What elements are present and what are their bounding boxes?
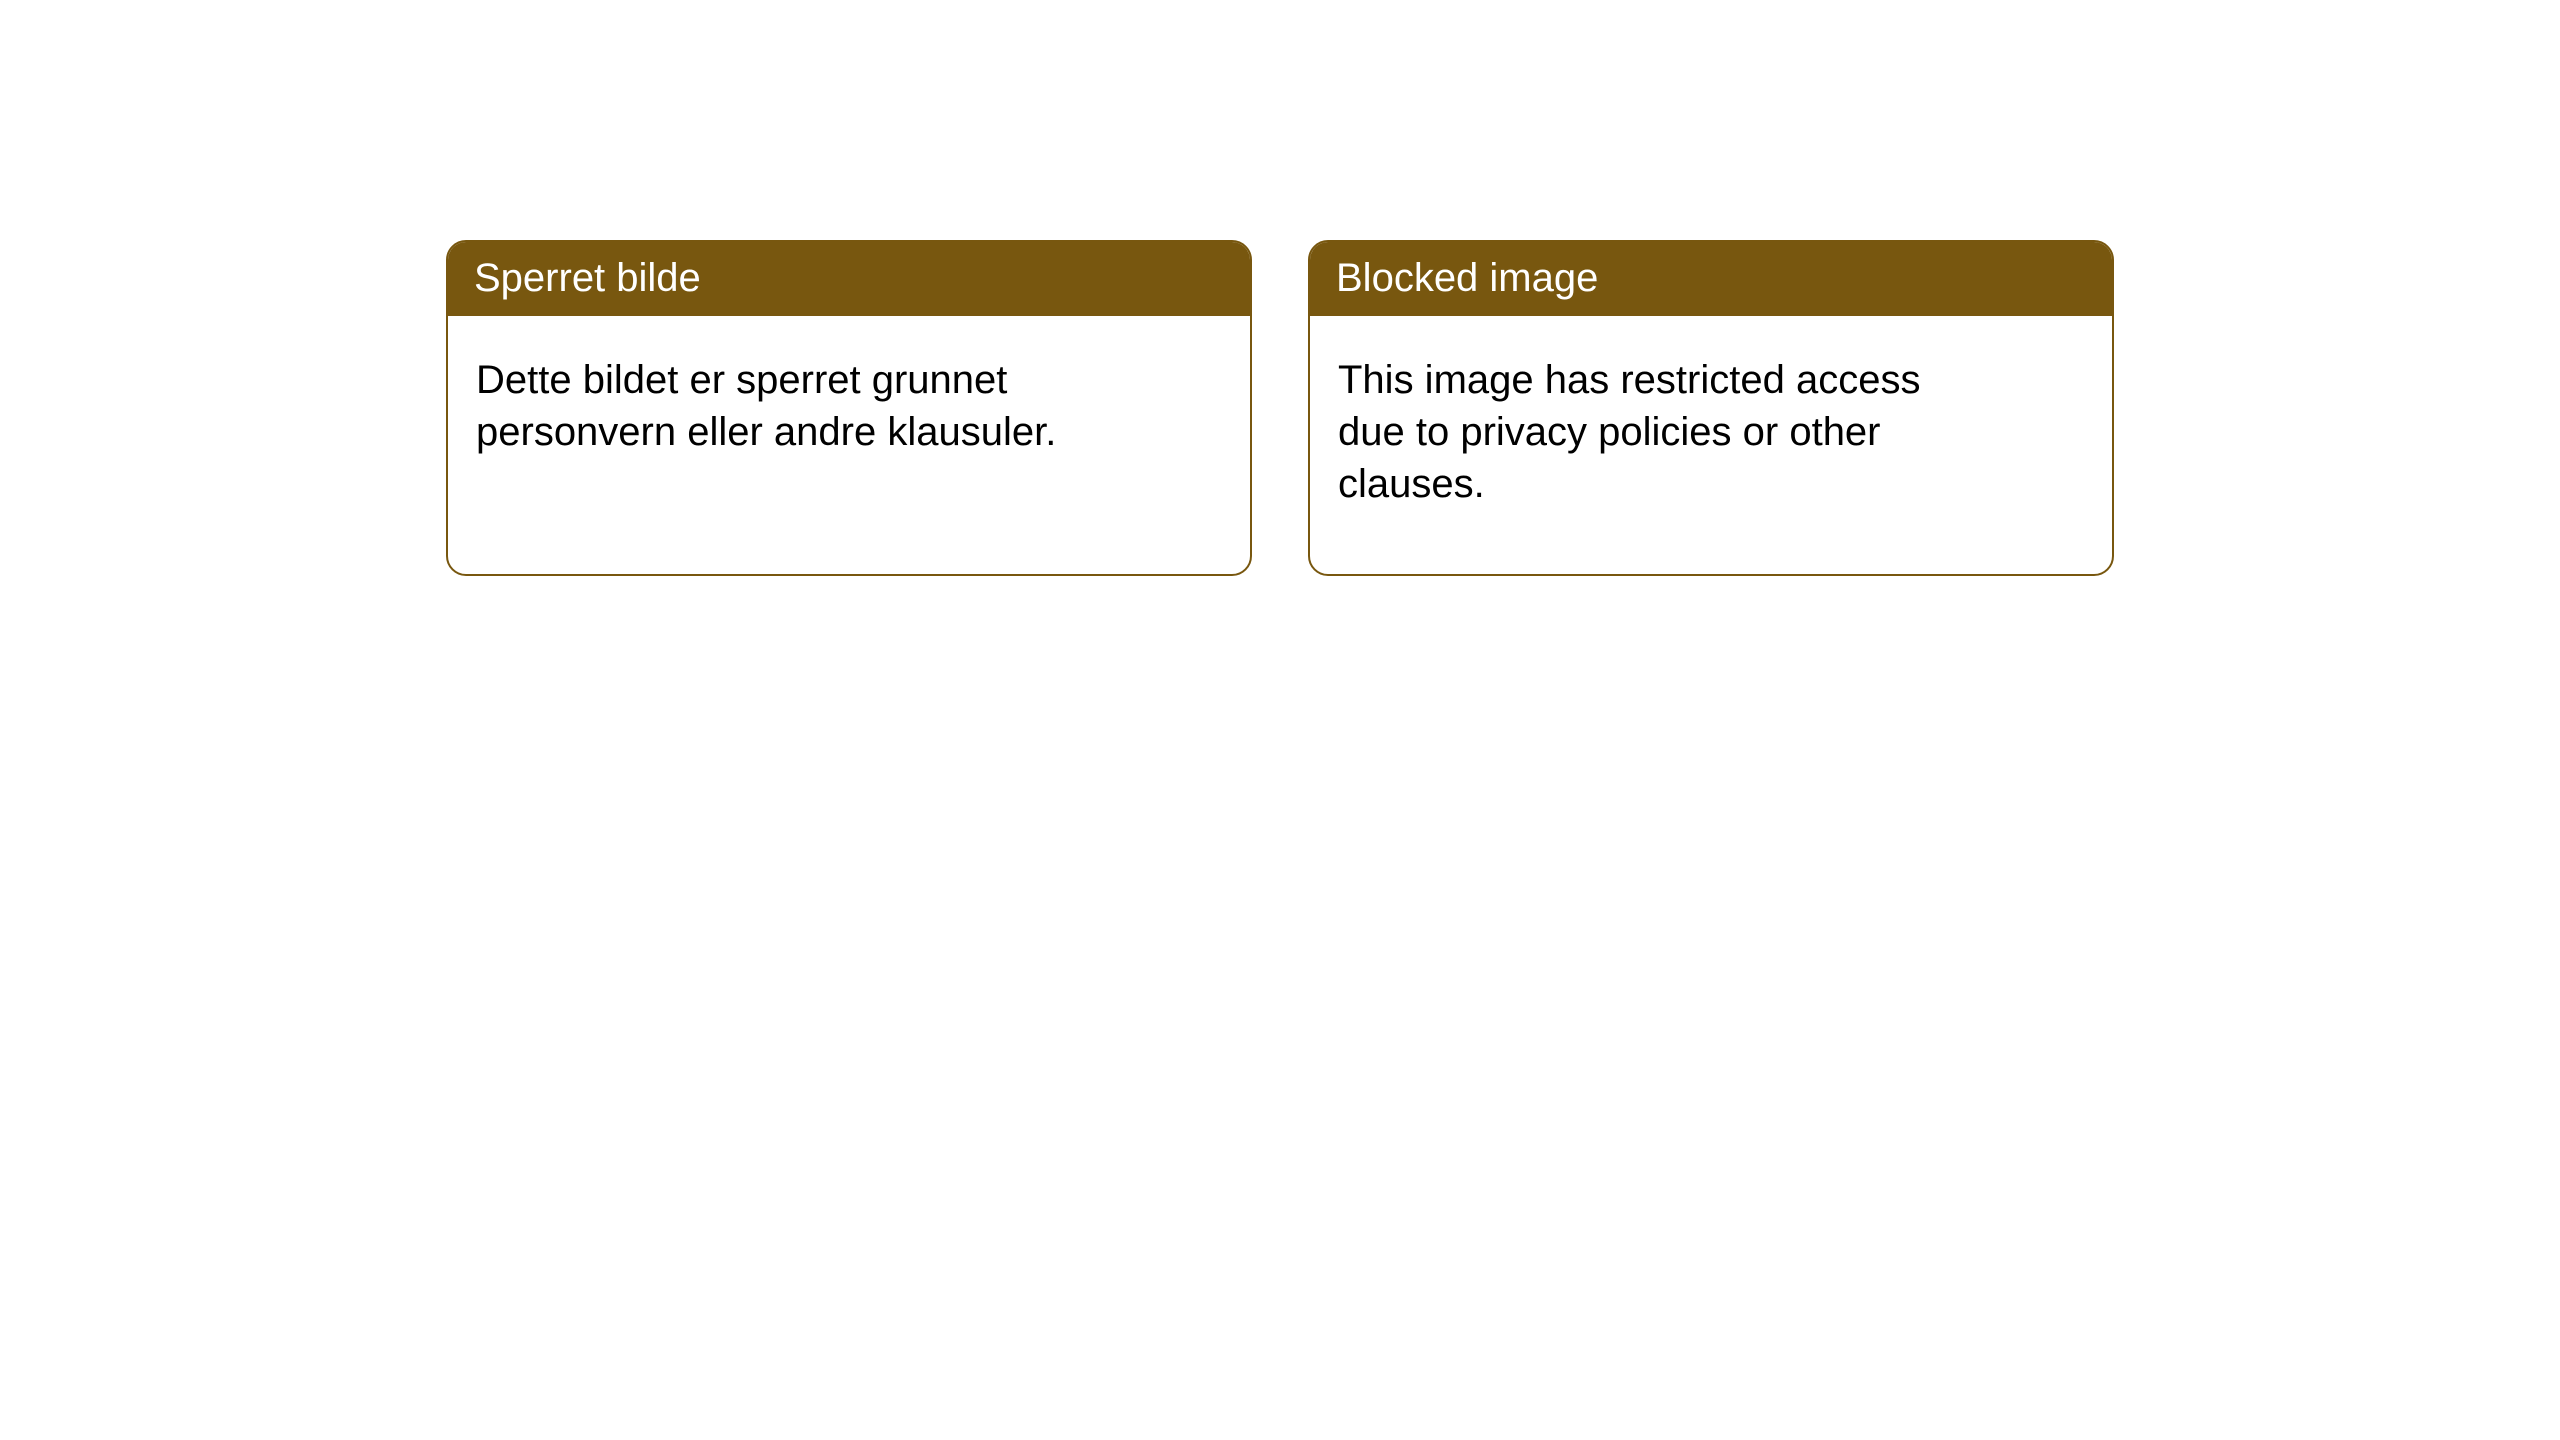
notice-message: Dette bildet er sperret grunnet personve… [476,358,1056,454]
notice-card-norwegian: Sperret bilde Dette bildet er sperret gr… [446,240,1252,576]
notice-header-norwegian: Sperret bilde [448,242,1250,316]
notice-message: This image has restricted access due to … [1338,358,1920,506]
notice-container: Sperret bilde Dette bildet er sperret gr… [446,240,2114,576]
notice-body-english: This image has restricted access due to … [1310,316,1970,548]
notice-header-english: Blocked image [1310,242,2112,316]
notice-body-norwegian: Dette bildet er sperret grunnet personve… [448,316,1108,496]
notice-card-english: Blocked image This image has restricted … [1308,240,2114,576]
notice-title: Sperret bilde [474,256,701,300]
notice-title: Blocked image [1336,256,1598,300]
